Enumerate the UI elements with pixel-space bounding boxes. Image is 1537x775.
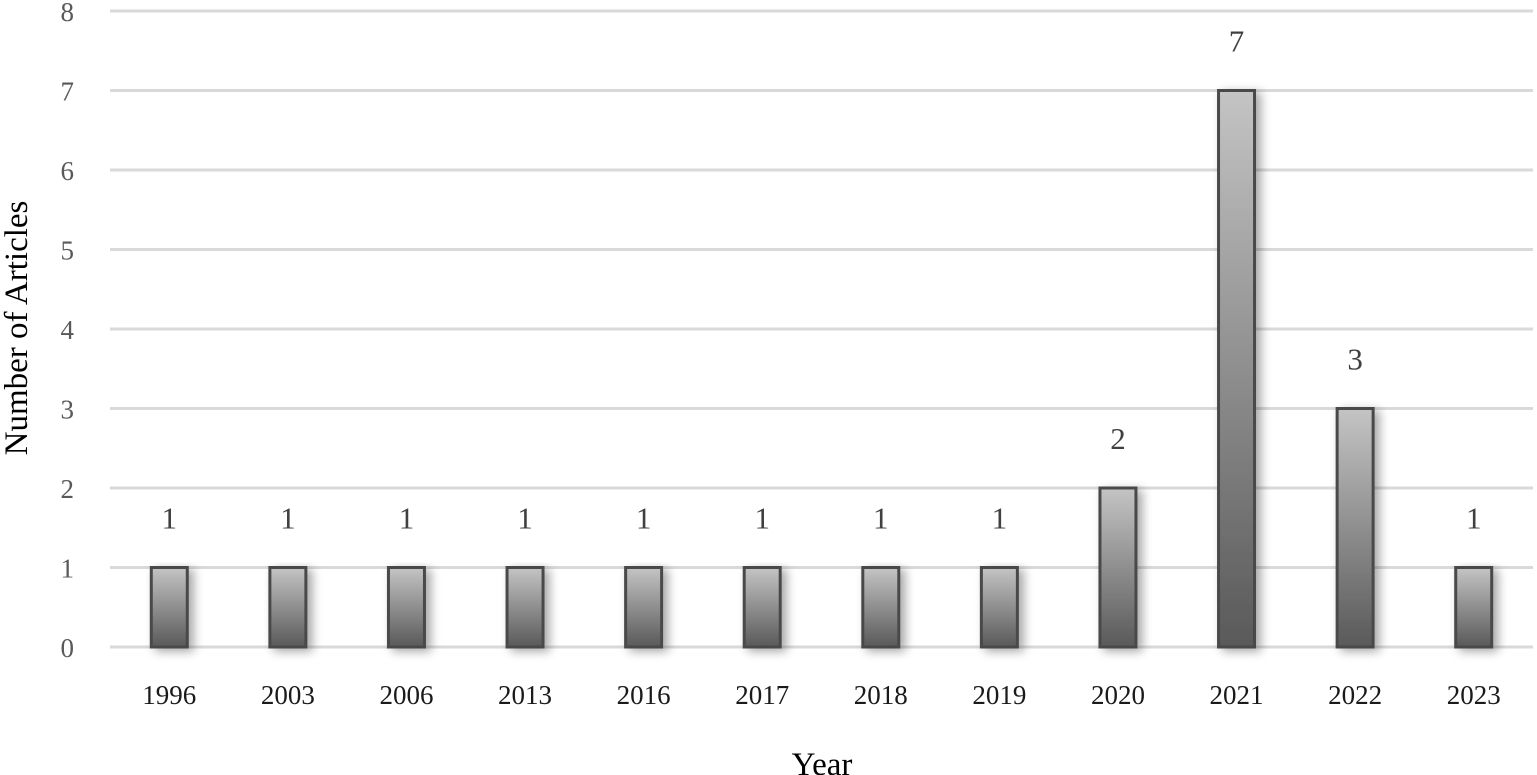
data-label-2003: 1	[280, 501, 296, 536]
y-tick-label: 6	[61, 156, 75, 186]
data-label-2006: 1	[399, 501, 415, 536]
bar-2018	[861, 566, 901, 649]
data-label-2018: 1	[873, 501, 889, 536]
y-tick-label: 4	[61, 315, 75, 345]
x-tick-label: 2022	[1328, 680, 1382, 710]
y-tick-label: 2	[61, 474, 75, 504]
bar-2019	[979, 566, 1019, 649]
x-tick-label: 1996	[142, 680, 196, 710]
x-tick-label: 2003	[261, 680, 315, 710]
x-tick-label: 2019	[972, 680, 1026, 710]
bar-2017	[742, 566, 782, 649]
data-label-2019: 1	[992, 501, 1008, 536]
x-tick-label: 2023	[1447, 680, 1501, 710]
x-tick-label: 2018	[854, 680, 908, 710]
bar-2021	[1217, 89, 1257, 649]
bar-2003	[268, 566, 308, 649]
gridlines	[110, 9, 1533, 649]
y-axis-title: Number of Articles	[0, 201, 35, 456]
x-axis-title: Year	[792, 747, 853, 775]
bar-2016	[624, 566, 664, 649]
x-tick-label: 2013	[498, 680, 552, 710]
data-label-1996: 1	[162, 501, 178, 536]
y-tick-label: 8	[61, 0, 75, 27]
data-label-2017: 1	[754, 501, 770, 536]
y-axis-ticks: 0 1 2 3 4 5 6 7 8	[61, 0, 75, 663]
x-tick-label: 2021	[1210, 680, 1264, 710]
y-tick-label: 1	[61, 554, 75, 584]
bars	[149, 89, 1494, 649]
x-tick-label: 2016	[617, 680, 671, 710]
bar-1996	[149, 566, 189, 649]
bar-2013	[505, 566, 545, 649]
y-tick-label: 3	[61, 395, 75, 425]
bar-2023	[1454, 566, 1494, 649]
x-tick-label: 2006	[379, 680, 433, 710]
bar-2006	[386, 566, 426, 649]
y-tick-label: 0	[61, 633, 75, 663]
data-label-2016: 1	[636, 501, 652, 536]
data-label-2022: 3	[1347, 342, 1363, 377]
data-label-2020: 2	[1110, 421, 1126, 456]
data-label-2013: 1	[517, 501, 533, 536]
y-tick-label: 7	[61, 77, 75, 107]
y-tick-label: 5	[61, 236, 75, 266]
data-labels: 1 1 1 1 1 1 1 1 2 7 3 1	[162, 24, 1482, 536]
bar-2022	[1335, 407, 1375, 649]
x-tick-label: 2017	[735, 680, 789, 710]
bar-2020	[1098, 486, 1138, 649]
data-label-2021: 7	[1229, 24, 1245, 59]
x-axis-ticks: 1996 2003 2006 2013 2016 2017 2018 2019 2020 2021…	[142, 680, 1500, 710]
x-tick-label: 2020	[1091, 680, 1145, 710]
data-label-2023: 1	[1466, 501, 1482, 536]
